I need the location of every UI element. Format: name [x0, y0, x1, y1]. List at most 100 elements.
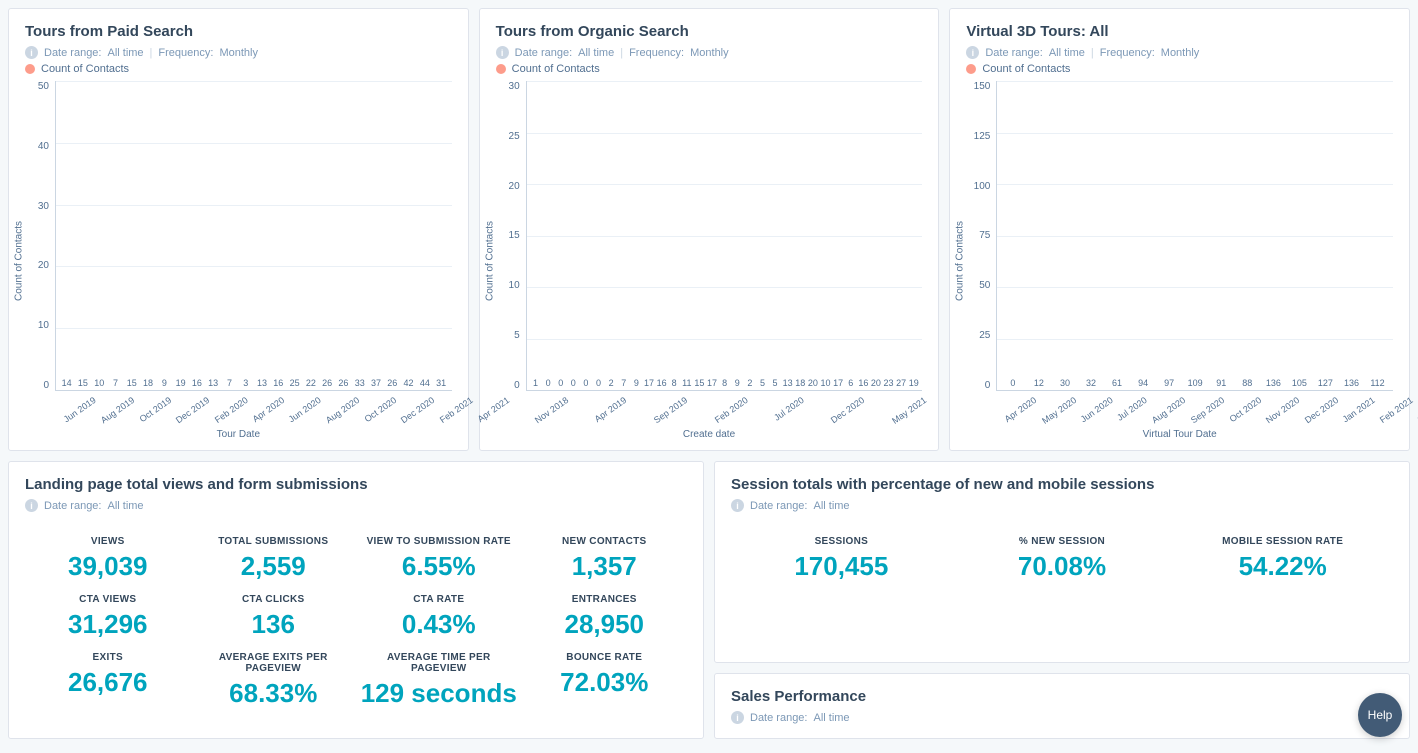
- bar[interactable]: 18: [795, 378, 805, 390]
- bar[interactable]: 31: [434, 378, 447, 390]
- bar[interactable]: 10: [821, 378, 831, 390]
- bar[interactable]: 7: [619, 378, 629, 390]
- bar[interactable]: 91: [1210, 378, 1233, 390]
- y-tick: 25: [509, 131, 520, 142]
- bar[interactable]: 88: [1236, 378, 1259, 390]
- bar[interactable]: 0: [556, 378, 566, 390]
- bar[interactable]: 22: [304, 378, 317, 390]
- info-icon[interactable]: i: [731, 711, 744, 724]
- bar-value-label: 112: [1370, 378, 1384, 388]
- x-tick: Sep 2020: [1189, 395, 1226, 425]
- bar[interactable]: 37: [369, 378, 382, 390]
- bar[interactable]: 9: [158, 378, 171, 390]
- bar[interactable]: 33: [353, 378, 366, 390]
- bar[interactable]: 19: [174, 378, 187, 390]
- chart-legend: Count of Contacts: [966, 63, 1393, 75]
- bar[interactable]: 13: [255, 378, 268, 390]
- help-button[interactable]: Help: [1358, 693, 1402, 737]
- bar[interactable]: 20: [808, 378, 818, 390]
- bar[interactable]: 16: [657, 378, 667, 390]
- legend-label: Count of Contacts: [982, 63, 1070, 75]
- bar[interactable]: 17: [644, 378, 654, 390]
- bar[interactable]: 94: [1132, 378, 1155, 390]
- metric: BOUNCE RATE 72.03%: [526, 652, 684, 709]
- bar[interactable]: 10: [93, 378, 106, 390]
- bar[interactable]: 9: [732, 378, 742, 390]
- y-axis-label: Count of Contacts: [955, 220, 966, 300]
- x-tick: Nov 2020: [1264, 395, 1301, 425]
- bar[interactable]: 14: [60, 378, 73, 390]
- bar[interactable]: 23: [884, 378, 894, 390]
- info-icon[interactable]: i: [25, 46, 38, 59]
- bar[interactable]: 136: [1262, 378, 1285, 390]
- bar[interactable]: 16: [859, 378, 869, 390]
- bar[interactable]: 8: [720, 378, 730, 390]
- bar[interactable]: 26: [337, 378, 350, 390]
- bar[interactable]: 17: [833, 378, 843, 390]
- bar[interactable]: 2: [606, 378, 616, 390]
- bar[interactable]: 3: [239, 378, 252, 390]
- bar[interactable]: 16: [190, 378, 203, 390]
- metric-label: VIEWS: [29, 536, 187, 547]
- bar[interactable]: 13: [783, 378, 793, 390]
- metric: NEW CONTACTS 1,357: [526, 536, 684, 582]
- bar[interactable]: 26: [386, 378, 399, 390]
- bar[interactable]: 15: [125, 378, 138, 390]
- bar[interactable]: 20: [871, 378, 881, 390]
- bar[interactable]: 18: [141, 378, 154, 390]
- bar[interactable]: 6: [846, 378, 856, 390]
- bar[interactable]: 2: [745, 378, 755, 390]
- info-icon[interactable]: i: [731, 499, 744, 512]
- bar[interactable]: 61: [1106, 378, 1129, 390]
- bar[interactable]: 13: [207, 378, 220, 390]
- bar[interactable]: 15: [695, 378, 705, 390]
- bar[interactable]: 1: [531, 378, 541, 390]
- bar[interactable]: 0: [581, 378, 591, 390]
- landing-card-meta: i Date range: All time: [25, 499, 687, 512]
- bar[interactable]: 0: [569, 378, 579, 390]
- bar[interactable]: 7: [223, 378, 236, 390]
- bar[interactable]: 5: [758, 378, 768, 390]
- bar[interactable]: 12: [1027, 378, 1050, 390]
- bar[interactable]: 105: [1288, 378, 1311, 390]
- bar[interactable]: 15: [76, 378, 89, 390]
- metric-label: TOTAL SUBMISSIONS: [195, 536, 353, 547]
- bar[interactable]: 0: [543, 378, 553, 390]
- bar[interactable]: 42: [402, 378, 415, 390]
- bar[interactable]: 16: [272, 378, 285, 390]
- bar[interactable]: 0: [594, 378, 604, 390]
- bar-value-label: 18: [795, 378, 805, 388]
- bar[interactable]: 0: [1001, 378, 1024, 390]
- bar[interactable]: 109: [1184, 378, 1207, 390]
- bar[interactable]: 97: [1158, 378, 1181, 390]
- info-icon[interactable]: i: [496, 46, 509, 59]
- info-icon[interactable]: i: [25, 499, 38, 512]
- bar[interactable]: 27: [896, 378, 906, 390]
- bar[interactable]: 127: [1314, 378, 1337, 390]
- metric: CTA RATE 0.43%: [360, 594, 518, 640]
- bar[interactable]: 11: [682, 378, 692, 390]
- bar[interactable]: 25: [288, 378, 301, 390]
- bar-value-label: 136: [1344, 378, 1359, 388]
- bar[interactable]: 112: [1366, 378, 1389, 390]
- x-tick: Dec 2019: [174, 395, 211, 425]
- bar[interactable]: 136: [1340, 378, 1363, 390]
- bar-value-label: 7: [621, 378, 626, 388]
- frequency-value: Monthly: [219, 47, 258, 59]
- bar[interactable]: 7: [109, 378, 122, 390]
- bar[interactable]: 19: [909, 378, 919, 390]
- bar[interactable]: 9: [632, 378, 642, 390]
- x-tick: May 2021: [890, 395, 928, 426]
- bar[interactable]: 8: [669, 378, 679, 390]
- bar-value-label: 19: [176, 378, 186, 388]
- date-range-value: All time: [107, 47, 143, 59]
- info-icon[interactable]: i: [966, 46, 979, 59]
- bar[interactable]: 17: [707, 378, 717, 390]
- bar[interactable]: 44: [418, 378, 431, 390]
- bar[interactable]: 32: [1079, 378, 1102, 390]
- bar[interactable]: 26: [321, 378, 334, 390]
- y-tick: 30: [38, 201, 49, 212]
- bar[interactable]: 5: [770, 378, 780, 390]
- x-tick: May 2020: [1040, 395, 1078, 426]
- bar[interactable]: 30: [1053, 378, 1076, 390]
